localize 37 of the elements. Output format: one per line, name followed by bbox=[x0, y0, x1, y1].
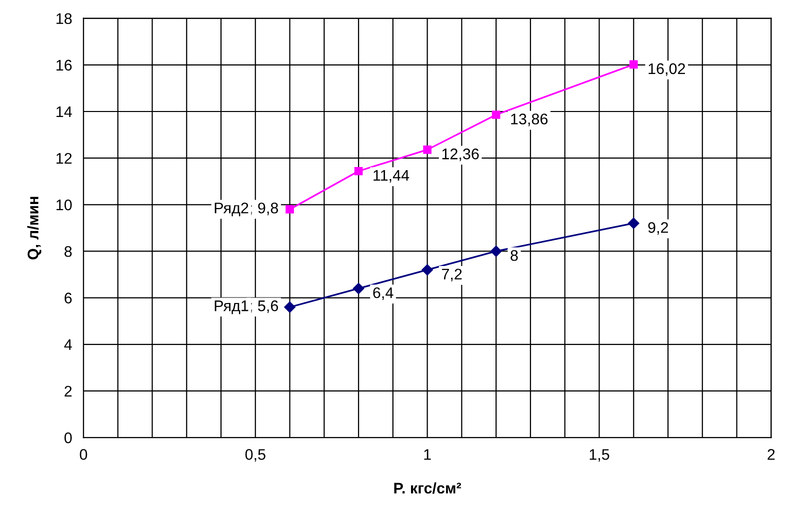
data-label: 11,44 bbox=[374, 170, 410, 183]
x-tick-label: 1,5 bbox=[590, 449, 610, 462]
x-tick-label: 0 bbox=[80, 449, 88, 460]
x-tick-label: 0,5 bbox=[245, 449, 266, 462]
y-tick-label: 4 bbox=[64, 339, 72, 350]
data-label: 8 bbox=[510, 250, 518, 261]
data-label: 13,86 bbox=[511, 114, 548, 126]
y-tick-label: 18 bbox=[56, 13, 72, 24]
data-label: 9,2 bbox=[648, 222, 668, 235]
y-tick-label: 6 bbox=[64, 292, 72, 304]
y-tick-label: 8 bbox=[64, 246, 72, 257]
point bbox=[284, 302, 296, 313]
point bbox=[492, 110, 500, 119]
y-tick-label: 12 bbox=[56, 152, 72, 164]
y-tick-label: 0 bbox=[64, 432, 72, 444]
y-tick-label: 14 bbox=[56, 106, 72, 118]
y-tick-label: 10 bbox=[56, 200, 72, 210]
point bbox=[628, 218, 640, 229]
point bbox=[422, 264, 433, 276]
y-tick-label: 2 bbox=[64, 386, 72, 396]
text: Ряд1 bbox=[214, 300, 248, 314]
y-tick-label: 16 bbox=[56, 60, 72, 71]
point bbox=[423, 146, 432, 154]
data-label: 7,2 bbox=[442, 268, 462, 282]
text: Ряд2 bbox=[214, 202, 248, 216]
point bbox=[286, 205, 294, 214]
data-label: 6,4 bbox=[373, 287, 394, 300]
x-tick-label: 1 bbox=[424, 449, 431, 460]
x-tick-label: 2 bbox=[768, 449, 775, 460]
point bbox=[629, 60, 638, 69]
point bbox=[490, 246, 502, 257]
point bbox=[352, 282, 364, 294]
data-label: 16,02 bbox=[648, 63, 685, 76]
point bbox=[354, 166, 363, 176]
y-axis-title: Q, л/мин bbox=[27, 196, 42, 260]
x-axis-title: P. кгс/см² bbox=[394, 482, 462, 494]
data-label: 12,36 bbox=[442, 148, 479, 162]
